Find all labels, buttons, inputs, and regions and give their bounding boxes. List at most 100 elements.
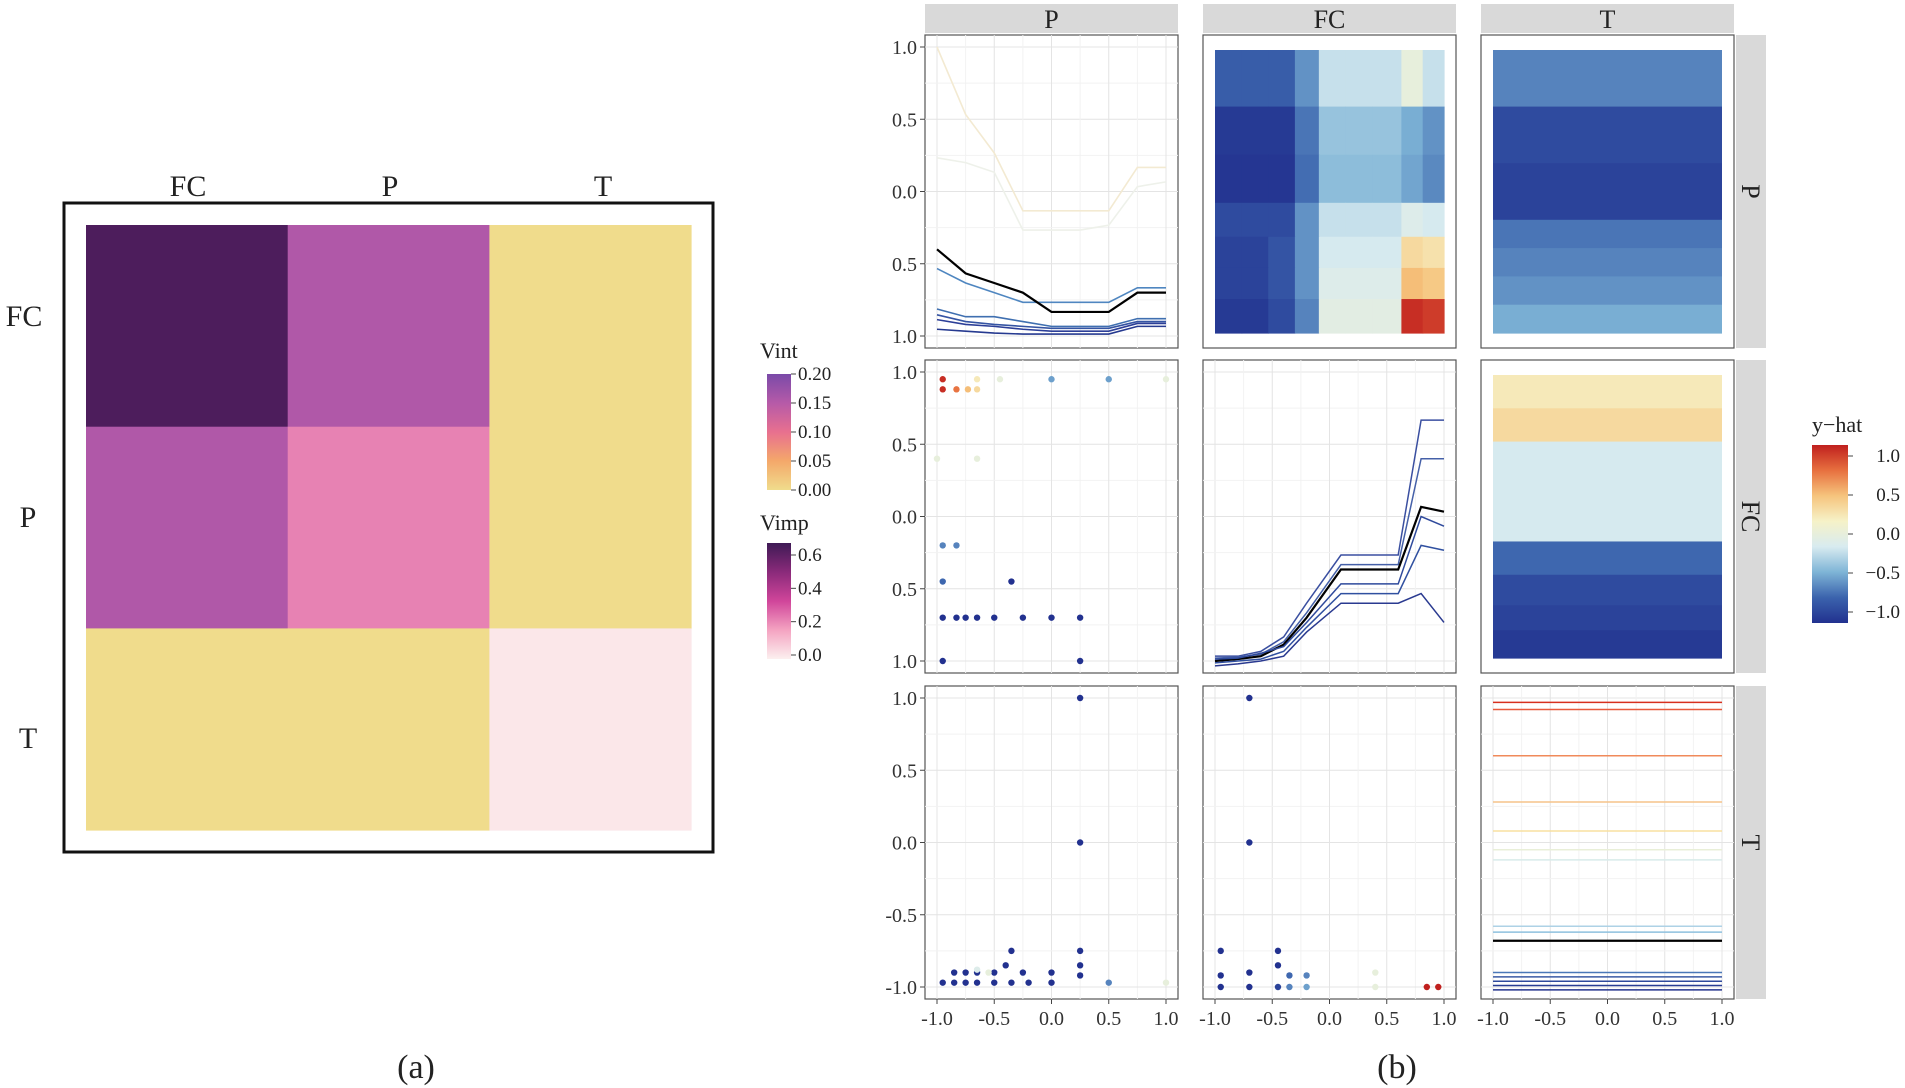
heat-tile bbox=[1401, 267, 1424, 300]
strip-top-label-P: P bbox=[1044, 5, 1058, 34]
pdp-line bbox=[1214, 515, 1445, 660]
scatter-point bbox=[996, 376, 1004, 383]
heat-tile bbox=[1345, 236, 1373, 269]
pdp-panel-FC-T bbox=[1480, 359, 1735, 674]
scatter-point bbox=[1423, 983, 1431, 991]
y-tick-label: 1.0 bbox=[892, 688, 917, 710]
heat-tile bbox=[1215, 50, 1243, 108]
scatter-point bbox=[973, 979, 981, 986]
y-tick-label: 0.0 bbox=[892, 507, 917, 529]
heat-tile bbox=[1401, 50, 1424, 108]
heat-tile bbox=[1215, 267, 1243, 300]
heat-tile bbox=[1401, 236, 1424, 269]
heat-tile bbox=[1268, 236, 1296, 269]
a-cell-FC-FC bbox=[86, 225, 289, 428]
y-tick-label: -1.0 bbox=[885, 977, 917, 999]
x-tick-label: -1.0 bbox=[921, 1008, 953, 1030]
scatter-point bbox=[939, 386, 946, 393]
a-cell-T-P bbox=[287, 628, 490, 831]
scatter-point bbox=[1019, 614, 1027, 621]
legend-tick-label: −0.5 bbox=[1866, 563, 1900, 584]
pdp-line bbox=[936, 248, 1166, 314]
a-cell-P-T bbox=[489, 426, 692, 629]
heat-tile bbox=[1215, 299, 1243, 334]
y-tick-label: 1.0 bbox=[892, 326, 917, 348]
scatter-point bbox=[1286, 983, 1293, 991]
legend-tick-label: 0.00 bbox=[798, 480, 831, 501]
heat-tile bbox=[1318, 236, 1347, 269]
scatter-point bbox=[1008, 947, 1015, 955]
legend-tick-label: 0.5 bbox=[1876, 485, 1900, 506]
scatter-point bbox=[1019, 969, 1027, 976]
heat-tile bbox=[1215, 154, 1243, 204]
legend-yhat-title: y−hat bbox=[1812, 412, 1862, 437]
heat-tile bbox=[1294, 106, 1320, 156]
y-tick-label: 1.0 bbox=[892, 362, 917, 384]
strip-top-label-T: T bbox=[1600, 5, 1616, 34]
heat-tile bbox=[1372, 236, 1402, 269]
scatter-point bbox=[962, 614, 969, 621]
legend-tick-label: 0.0 bbox=[798, 645, 822, 666]
heat-tile bbox=[1372, 267, 1402, 300]
scatter-point bbox=[1246, 969, 1253, 976]
heat-tile bbox=[1493, 106, 1722, 164]
scatter-point bbox=[939, 657, 946, 665]
heat-tile bbox=[1401, 154, 1424, 204]
strip-top-FC bbox=[1203, 4, 1456, 33]
heat-tile bbox=[1318, 154, 1347, 204]
a-cell-FC-P bbox=[287, 225, 490, 428]
heat-tile bbox=[1422, 299, 1445, 334]
scatter-point bbox=[1246, 839, 1253, 846]
a-cell-T-FC bbox=[86, 628, 289, 831]
pdp-panel-T-FC bbox=[1202, 685, 1457, 1000]
scatter-point bbox=[973, 376, 981, 383]
scatter-point bbox=[939, 614, 946, 621]
heat-tile bbox=[1215, 202, 1243, 238]
legend-vint-title: Vint bbox=[760, 338, 798, 363]
legend-tick-label: 0.4 bbox=[798, 578, 822, 599]
scatter-point bbox=[953, 542, 960, 549]
panel-b-label: (b) bbox=[1377, 1049, 1417, 1086]
heat-tile bbox=[1372, 202, 1402, 238]
y-tick-label: 0.5 bbox=[892, 109, 917, 131]
heat-tile bbox=[1294, 154, 1320, 204]
scatter-point bbox=[1246, 694, 1253, 702]
heat-tile bbox=[1493, 541, 1722, 576]
heat-tile bbox=[1493, 375, 1722, 409]
scatter-point bbox=[1076, 657, 1084, 665]
scatter-point bbox=[1008, 578, 1015, 585]
scatter-point bbox=[985, 969, 992, 976]
heat-tile bbox=[1241, 106, 1269, 156]
legend-tick-label: 0.2 bbox=[798, 612, 822, 633]
scatter-point bbox=[1048, 969, 1055, 976]
pdp-line bbox=[1214, 544, 1445, 664]
x-tick-label: 0.5 bbox=[1374, 1008, 1399, 1030]
legend-tick-label: 0.05 bbox=[798, 451, 831, 472]
heat-tile bbox=[1345, 267, 1373, 300]
pdp-panel-P-P bbox=[924, 34, 1179, 349]
heat-tile bbox=[1493, 276, 1722, 306]
y-tick-label: 1.0 bbox=[892, 37, 917, 59]
scatter-point bbox=[991, 969, 998, 976]
strip-right-FC bbox=[1736, 360, 1766, 673]
heat-tile bbox=[1294, 202, 1320, 238]
heat-tile bbox=[1493, 50, 1722, 108]
strip-top-label-FC: FC bbox=[1314, 5, 1346, 34]
a-col-label-fc: FC bbox=[170, 170, 207, 203]
heat-tile bbox=[1345, 299, 1373, 334]
scatter-point bbox=[1217, 983, 1224, 991]
x-tick-label: 0.0 bbox=[1595, 1008, 1620, 1030]
scatter-point bbox=[1076, 947, 1084, 955]
heat-tile bbox=[1372, 106, 1402, 156]
heat-tile bbox=[1372, 154, 1402, 204]
pdp-panel-FC-P bbox=[924, 359, 1179, 674]
strip-top-T bbox=[1481, 4, 1734, 33]
scatter-point bbox=[1025, 979, 1032, 986]
y-tick-label: 0.5 bbox=[892, 434, 917, 456]
heat-tile bbox=[1268, 202, 1296, 238]
pdp-panel-P-T bbox=[1480, 34, 1735, 349]
scatter-point bbox=[1246, 983, 1253, 991]
heat-tile bbox=[1241, 267, 1269, 300]
legend-tick-label: 0.20 bbox=[798, 364, 831, 385]
panel-a-frame bbox=[62, 201, 715, 854]
